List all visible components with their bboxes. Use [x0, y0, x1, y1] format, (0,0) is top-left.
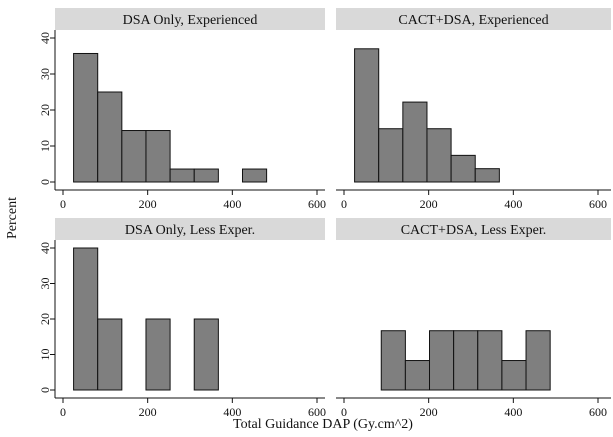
panel-3: DSA Only, Less Exper. 0 200 400 600 0 10 20 30 40 — [38, 218, 326, 419]
x-tick-label: 0 — [341, 197, 347, 211]
x-tick-label: 0 — [60, 197, 66, 211]
histogram-bar — [145, 130, 171, 183]
y-tick-label: 20 — [38, 313, 52, 325]
histogram-bar — [73, 247, 99, 391]
panel-title: CACT+DSA, Less Exper. — [401, 223, 547, 238]
y-tick-label: 30 — [38, 278, 52, 290]
histogram-bar — [525, 330, 551, 391]
histogram-bar — [169, 168, 195, 183]
x-tick-label: 400 — [504, 405, 522, 419]
x-tick-label: 200 — [139, 405, 157, 419]
panel-1: DSA Only, Experienced 0 200 400 600 0 10 20 30 40 — [38, 8, 326, 211]
panel-2: CACT+DSA, Experienced 0 200 400 600 — [336, 8, 611, 211]
y-tick-label: 30 — [38, 68, 52, 80]
x-tick-label: 200 — [420, 405, 438, 419]
x-axis-title: Total Guidance DAP (Gy.cm^2) — [233, 417, 413, 432]
histogram-bar — [450, 154, 476, 183]
panel-strip — [55, 8, 325, 30]
y-axis-title: Percent — [5, 197, 20, 239]
x-tick-label: 0 — [341, 405, 347, 419]
histogram-bar — [380, 330, 406, 391]
histogram-bar — [501, 360, 527, 391]
x-tick-label: 600 — [589, 197, 607, 211]
histogram-bar — [429, 330, 455, 391]
panel-title: CACT+DSA, Experienced — [398, 13, 548, 28]
histogram-bar — [474, 168, 500, 183]
histogram-bar — [426, 128, 452, 183]
x-tick-label: 600 — [308, 405, 326, 419]
x-tick-label: 600 — [589, 405, 607, 419]
histogram-bar — [477, 330, 503, 391]
panel-strip — [336, 8, 611, 30]
histogram-bar — [145, 318, 171, 391]
histogram-bar — [354, 48, 380, 183]
histogram-bar — [97, 318, 123, 391]
x-tick-label: 600 — [308, 197, 326, 211]
y-tick-label: 10 — [38, 140, 52, 152]
panel-4: CACT+DSA, Less Exper. 0 200 400 600 — [336, 218, 611, 419]
histogram-bar — [97, 91, 123, 183]
histogram-bar — [404, 360, 431, 391]
histogram-bar — [193, 168, 219, 183]
y-tick-label: 40 — [38, 32, 52, 44]
y-tick-label: 0 — [38, 387, 52, 393]
x-tick-label: 0 — [60, 405, 66, 419]
histogram-bar — [241, 168, 268, 183]
x-tick-label: 400 — [504, 197, 522, 211]
x-tick-label: 200 — [420, 197, 438, 211]
x-tick-label: 200 — [139, 197, 157, 211]
histogram-bar — [193, 318, 219, 391]
y-tick-label: 10 — [38, 349, 52, 361]
panel-title: DSA Only, Less Exper. — [125, 223, 255, 238]
histogram-bar — [73, 52, 99, 183]
y-tick-label: 0 — [38, 179, 52, 185]
y-tick-label: 20 — [38, 104, 52, 116]
histogram-bar — [121, 130, 147, 183]
y-tick-label: 40 — [38, 242, 52, 254]
x-tick-label: 400 — [223, 405, 241, 419]
x-tick-label: 400 — [223, 197, 241, 211]
panel-strip — [336, 218, 611, 240]
histogram-bar — [378, 128, 404, 183]
histogram-bar — [453, 330, 479, 391]
panel-title: DSA Only, Experienced — [123, 13, 258, 28]
panel-strip — [55, 218, 325, 240]
histogram-bar — [402, 101, 428, 183]
